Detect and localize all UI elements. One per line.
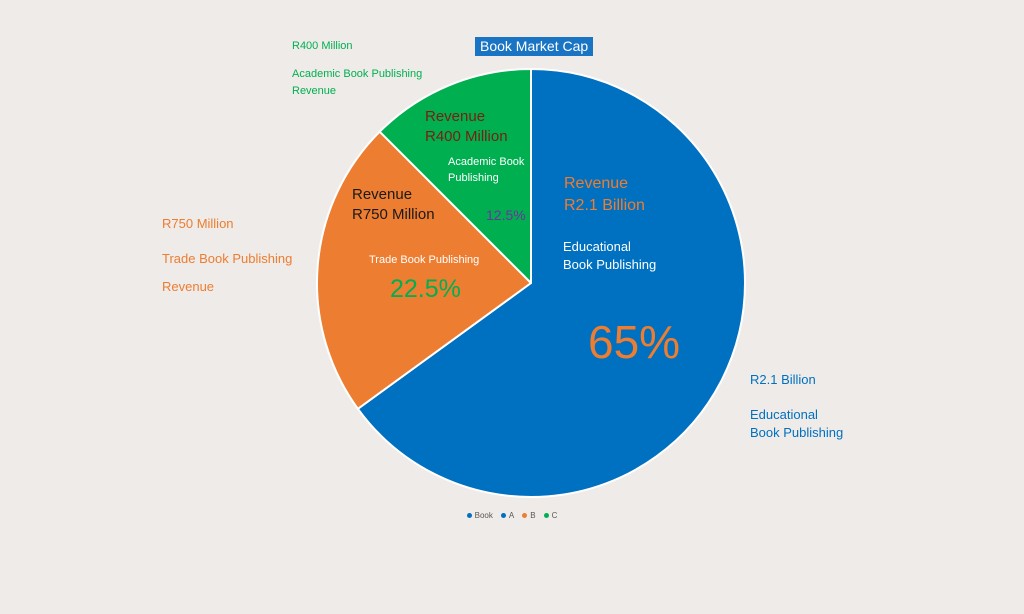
- educational-revenue-label: Revenue: [564, 175, 629, 192]
- trade-name: Trade Book Publishing: [369, 254, 480, 266]
- educational-outside-name-line2: Book Publishing: [750, 425, 844, 440]
- legend-entry-c: C: [543, 511, 558, 520]
- educational-percent-label: 65%: [588, 316, 681, 368]
- legend-swatch-a: [500, 513, 506, 518]
- academic-revenue-value: R400 Million: [425, 128, 508, 145]
- pie-slice-trade: [316, 130, 532, 410]
- academic-percent-label: 12.5%: [486, 207, 526, 223]
- educational-name-line1: Educational: [563, 239, 631, 254]
- trade-revenue-label: Revenue: [352, 186, 413, 203]
- trade-outside-name: Trade Book Publishing: [162, 251, 293, 266]
- chart-legend: Book A B C: [0, 511, 1024, 520]
- trade-percent-label: 22.5%: [390, 275, 461, 303]
- academic-name-line2: Publishing: [448, 172, 499, 184]
- educational-outside-value: R2.1 Billion: [750, 372, 816, 387]
- legend-label-c: C: [551, 511, 558, 520]
- educational-revenue-value: R2.1 Billion: [564, 197, 645, 214]
- educational-name-line2: Book Publishing: [563, 257, 657, 272]
- chart-title: Book Market Cap: [475, 37, 594, 57]
- legend-entry-b: B: [522, 511, 536, 520]
- trade-outside-suffix: Revenue: [162, 279, 215, 294]
- pie-slice-academic: [378, 68, 532, 284]
- trade-revenue-value: R750 Million: [352, 206, 435, 223]
- legend-swatch-b: [522, 513, 528, 518]
- academic-revenue-label: Revenue: [425, 108, 486, 125]
- academic-name-line1: Academic Book: [448, 156, 525, 168]
- legend-label-b: B: [530, 511, 536, 520]
- academic-outside-name: Academic Book Publishing: [292, 68, 423, 80]
- legend-swatch-book: [466, 513, 472, 518]
- pie-slice-educational: [356, 68, 746, 498]
- legend-label-a: A: [508, 511, 515, 520]
- legend-entry-a: A: [500, 511, 515, 520]
- legend-entry-book: Book: [466, 511, 493, 520]
- educational-outside-name-line1: Educational: [750, 407, 818, 422]
- legend-label-book: Book: [474, 511, 493, 520]
- legend-swatch-c: [543, 513, 549, 518]
- academic-outside-suffix: Revenue: [292, 85, 337, 97]
- trade-outside-value: R750 Million: [162, 216, 234, 231]
- academic-outside-value: R400 Million: [292, 40, 353, 52]
